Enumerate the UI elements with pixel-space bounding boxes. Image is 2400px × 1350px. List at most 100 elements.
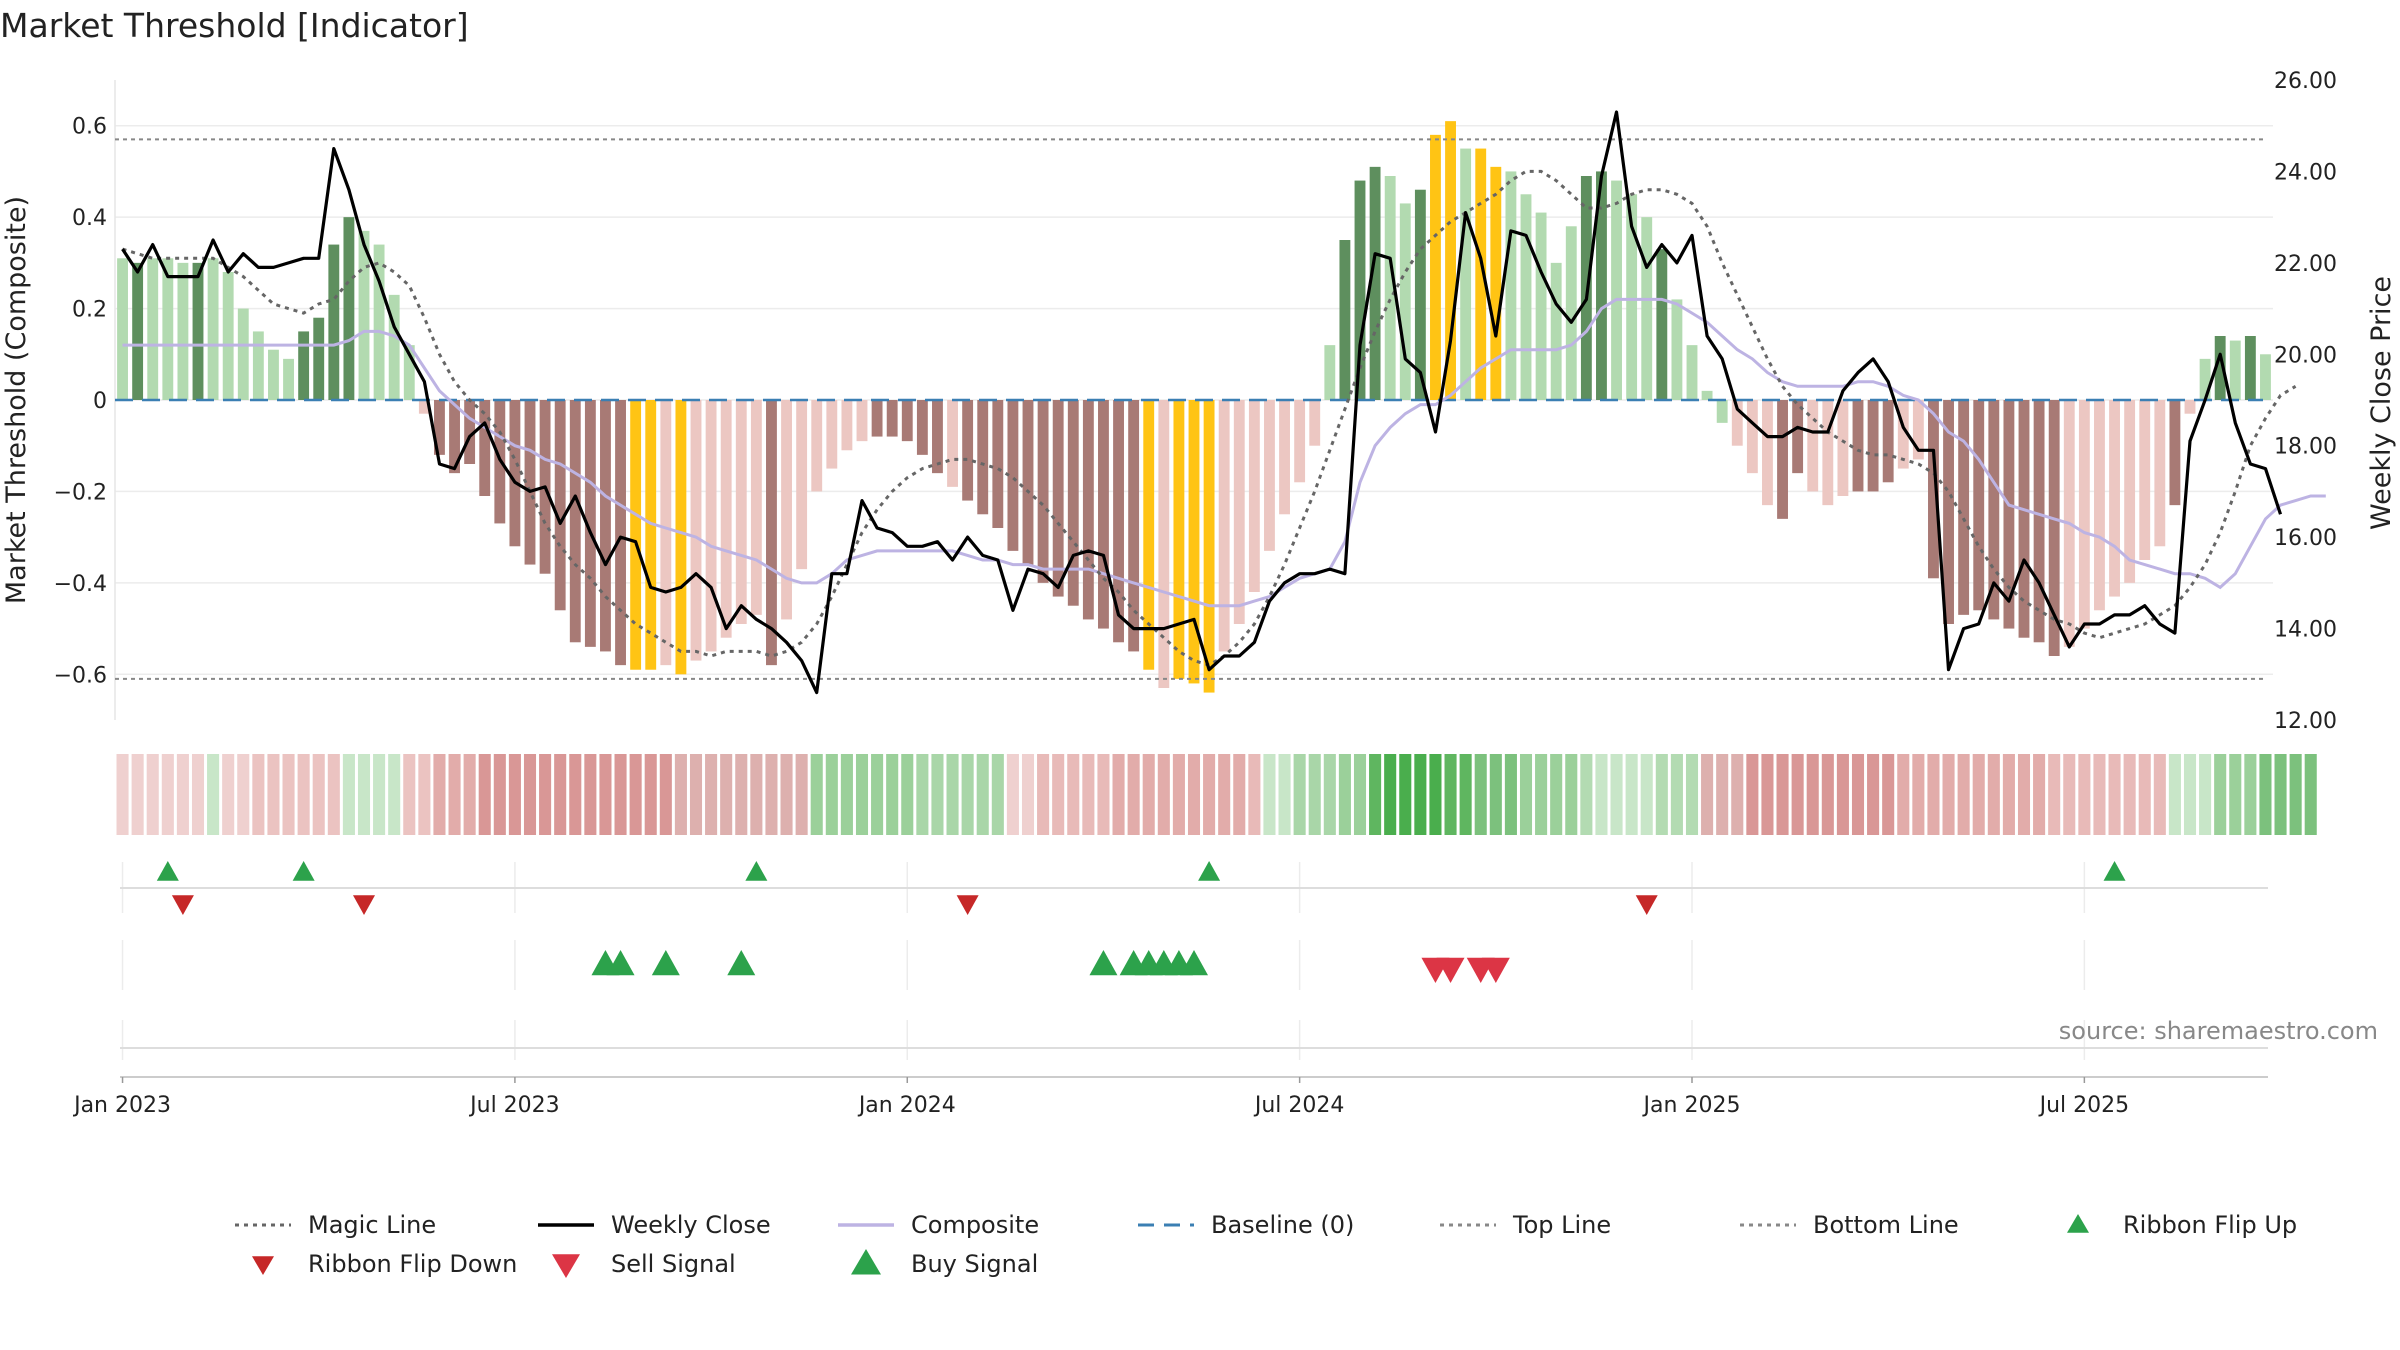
ribbon-cell: [2304, 754, 2317, 835]
composite-bar: [479, 400, 491, 496]
ribbon-cell: [131, 754, 144, 835]
ribbon-cell: [2229, 754, 2242, 835]
composite-bar: [1535, 212, 1547, 400]
ribbon-cell: [705, 754, 718, 835]
composite-bar: [584, 400, 596, 647]
ribbon-cell: [523, 754, 537, 835]
composite-bar: [1324, 345, 1336, 400]
composite-bar: [313, 317, 325, 400]
ribbon-cell: [146, 754, 159, 835]
ribbon-cell: [282, 754, 295, 835]
ribbon-cell: [584, 754, 597, 835]
ribbon-flip-down-marker: [171, 895, 194, 915]
ribbon-cell: [1203, 754, 1216, 835]
composite-bar: [1807, 400, 1819, 492]
ribbon-cell: [1187, 754, 1201, 835]
composite-bar: [1565, 226, 1577, 400]
ribbon-cell: [1580, 754, 1593, 835]
composite-bar: [1762, 400, 1773, 506]
ribbon-cell: [1851, 754, 1865, 835]
composite-bar: [2169, 400, 2181, 506]
ribbon-cell: [916, 754, 929, 835]
ribbon-cell: [1429, 754, 1442, 835]
right-tick-label: 22.00: [2274, 252, 2337, 277]
composite-bar: [735, 400, 747, 624]
ribbon-cell: [1369, 754, 1382, 835]
composite-bar: [1309, 400, 1321, 446]
ribbon-cell: [1489, 754, 1502, 835]
composite-bar: [388, 294, 400, 400]
legend-item: Ribbon Flip Up: [2067, 1211, 2297, 1239]
composite-bar: [901, 400, 913, 442]
composite-bar: [1867, 400, 1879, 492]
ribbon-cell: [1595, 754, 1608, 835]
ribbon-cell: [1655, 754, 1668, 835]
ribbon-cell: [1746, 754, 1759, 835]
ribbon-cell: [1293, 754, 1306, 835]
ribbon-cell: [825, 754, 838, 835]
ribbon-cell: [267, 754, 280, 835]
trend-ribbon: [116, 754, 2317, 835]
ribbon-cell: [1836, 754, 1849, 835]
ribbon-cell: [1519, 754, 1533, 835]
ribbon-cell: [1987, 754, 2000, 835]
composite-bar: [403, 345, 415, 400]
left-tick-label: 0: [93, 389, 107, 414]
composite-bar: [1098, 400, 1109, 629]
legend-swatch: [2067, 1214, 2089, 1233]
legend-item: Weekly Close: [538, 1211, 771, 1239]
composite-bar: [1143, 400, 1155, 670]
composite-bar: [1022, 400, 1034, 565]
composite-line: [122, 297, 2326, 608]
composite-bar: [2003, 400, 2015, 629]
ribbon-cell: [1233, 754, 1246, 835]
composite-bar: [1203, 400, 1215, 693]
composite-bar: [1550, 262, 1562, 400]
legend-label: Bottom Line: [1813, 1211, 1959, 1239]
left-tick-label: −0.6: [54, 663, 107, 688]
ribbon-cell: [1550, 754, 1563, 835]
composite-bar: [1641, 217, 1653, 400]
ribbon-cell: [2093, 754, 2106, 835]
composite-bar: [1369, 166, 1381, 400]
legend-label: Composite: [911, 1211, 1039, 1239]
ribbon-cell: [2183, 754, 2197, 835]
legend-label: Top Line: [1512, 1211, 1611, 1239]
composite-bar: [1611, 180, 1622, 400]
chart-title: Market Threshold [Indicator]: [0, 6, 469, 45]
ribbon-cell: [1172, 754, 1185, 835]
ribbon-cell: [1474, 754, 1487, 835]
composite-bar: [675, 400, 687, 675]
composite-bar: [1626, 194, 1638, 400]
composite-bar: [1430, 134, 1441, 400]
ribbon-cell: [765, 754, 778, 835]
composite-bar: [977, 400, 989, 515]
ribbon-cell: [1670, 754, 1683, 835]
ribbon-cell: [1821, 754, 1834, 835]
ribbon-cell: [2244, 754, 2257, 835]
ribbon-cell: [237, 754, 250, 835]
ribbon-cell: [433, 754, 446, 835]
composite-bar: [1067, 400, 1079, 606]
ribbon-cell: [644, 754, 657, 835]
composite-bar: [1928, 400, 1939, 579]
ribbon-cell: [961, 754, 974, 835]
composite-bar: [1158, 400, 1170, 688]
composite-bar: [132, 262, 144, 400]
ribbon-cell: [448, 754, 461, 835]
legend-item: Sell Signal: [552, 1250, 736, 1278]
ribbon-cell: [1942, 754, 1955, 835]
ribbon-cell: [629, 754, 642, 835]
ribbon-cell: [1610, 754, 1623, 835]
x-tick-label: Jul 2025: [2038, 1093, 2130, 1118]
composite-bar: [750, 400, 762, 615]
ribbon-cell: [810, 754, 823, 835]
composite-bar: [856, 400, 868, 442]
ribbon-cell: [780, 754, 793, 835]
ribbon-cell: [2033, 754, 2046, 835]
x-tick-label: Jul 2024: [1253, 1093, 1345, 1118]
ribbon-cell: [2168, 754, 2181, 835]
ribbon-cell: [855, 754, 869, 835]
buy-signal-marker: [727, 950, 756, 976]
